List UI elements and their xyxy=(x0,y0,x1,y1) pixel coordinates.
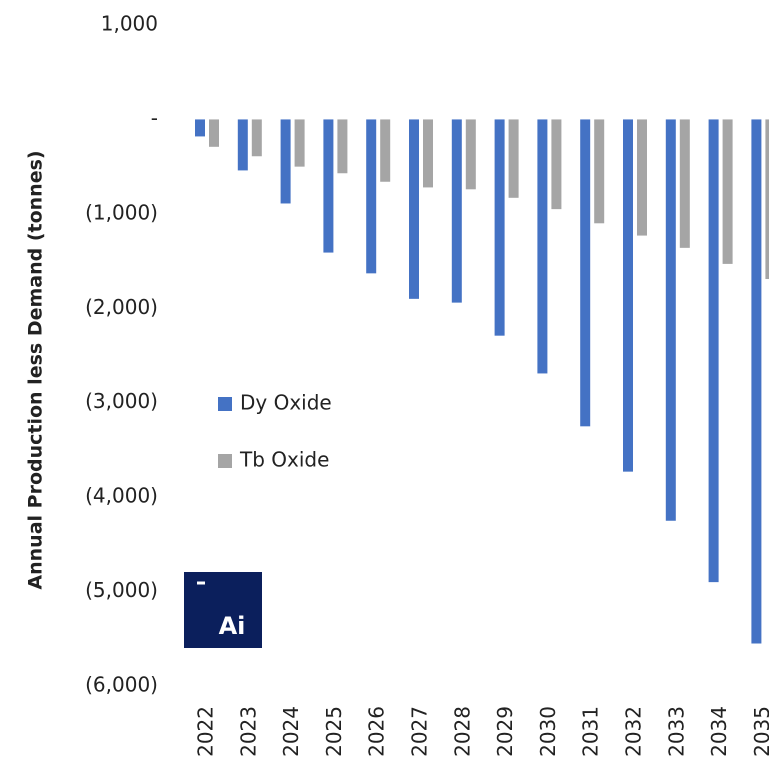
bar xyxy=(537,119,548,374)
watermark: Ai xyxy=(219,612,246,640)
bar xyxy=(323,119,334,253)
x-tick-label: 2035 xyxy=(750,706,769,757)
y-tick-label: (5,000) xyxy=(85,578,158,602)
bar xyxy=(209,119,219,147)
y-tick-label: (1,000) xyxy=(85,200,158,224)
x-tick-label: 2025 xyxy=(322,706,346,757)
bar xyxy=(294,119,305,167)
x-tick-label: 2028 xyxy=(450,706,474,757)
bar xyxy=(366,119,377,274)
y-tick-label: (2,000) xyxy=(85,295,158,319)
y-tick-label: (3,000) xyxy=(85,389,158,413)
bar xyxy=(751,119,762,644)
bar xyxy=(580,119,591,427)
x-tick-label: 2029 xyxy=(493,706,517,757)
x-tick-label: 2023 xyxy=(236,706,260,757)
bar xyxy=(494,119,505,336)
watermark-box xyxy=(184,572,262,648)
bar xyxy=(337,119,348,174)
x-tick-label: 2033 xyxy=(664,706,688,757)
y-tick-label: 1,000 xyxy=(101,12,158,36)
legend-swatch xyxy=(218,397,232,411)
bar xyxy=(251,119,262,157)
bar xyxy=(623,119,633,472)
bar xyxy=(551,119,562,210)
bar xyxy=(679,119,690,248)
x-tick-label: 2026 xyxy=(365,706,389,757)
bar xyxy=(465,119,476,190)
bar xyxy=(708,119,719,583)
x-tick-label: 2030 xyxy=(536,706,560,757)
bar xyxy=(594,119,605,224)
bar xyxy=(665,119,676,521)
y-axis-label: Annual Production less Demand (tonnes) xyxy=(25,150,47,589)
y-tick-label: - xyxy=(151,106,158,130)
legend-swatch xyxy=(218,454,232,468)
bar xyxy=(380,119,391,182)
x-tick-label: 2027 xyxy=(408,706,432,757)
bar xyxy=(637,119,647,236)
bar xyxy=(280,119,291,204)
x-tick-label: 2032 xyxy=(622,706,646,757)
bar xyxy=(722,119,733,264)
bar xyxy=(451,119,462,303)
x-tick-label: 2034 xyxy=(707,706,731,757)
y-tick-label: (6,000) xyxy=(85,673,158,697)
bar xyxy=(237,119,248,171)
bar xyxy=(409,119,419,299)
x-tick-label: 2022 xyxy=(194,706,218,757)
legend-label: Tb Oxide xyxy=(239,448,329,472)
x-tick-label: 2031 xyxy=(579,706,603,757)
legend-label: Dy Oxide xyxy=(240,391,332,415)
bar xyxy=(195,119,205,137)
y-tick-label: (4,000) xyxy=(85,484,158,508)
bar xyxy=(508,119,519,198)
bar xyxy=(423,119,433,188)
bar xyxy=(765,119,769,280)
x-tick-label: 2024 xyxy=(279,706,303,757)
